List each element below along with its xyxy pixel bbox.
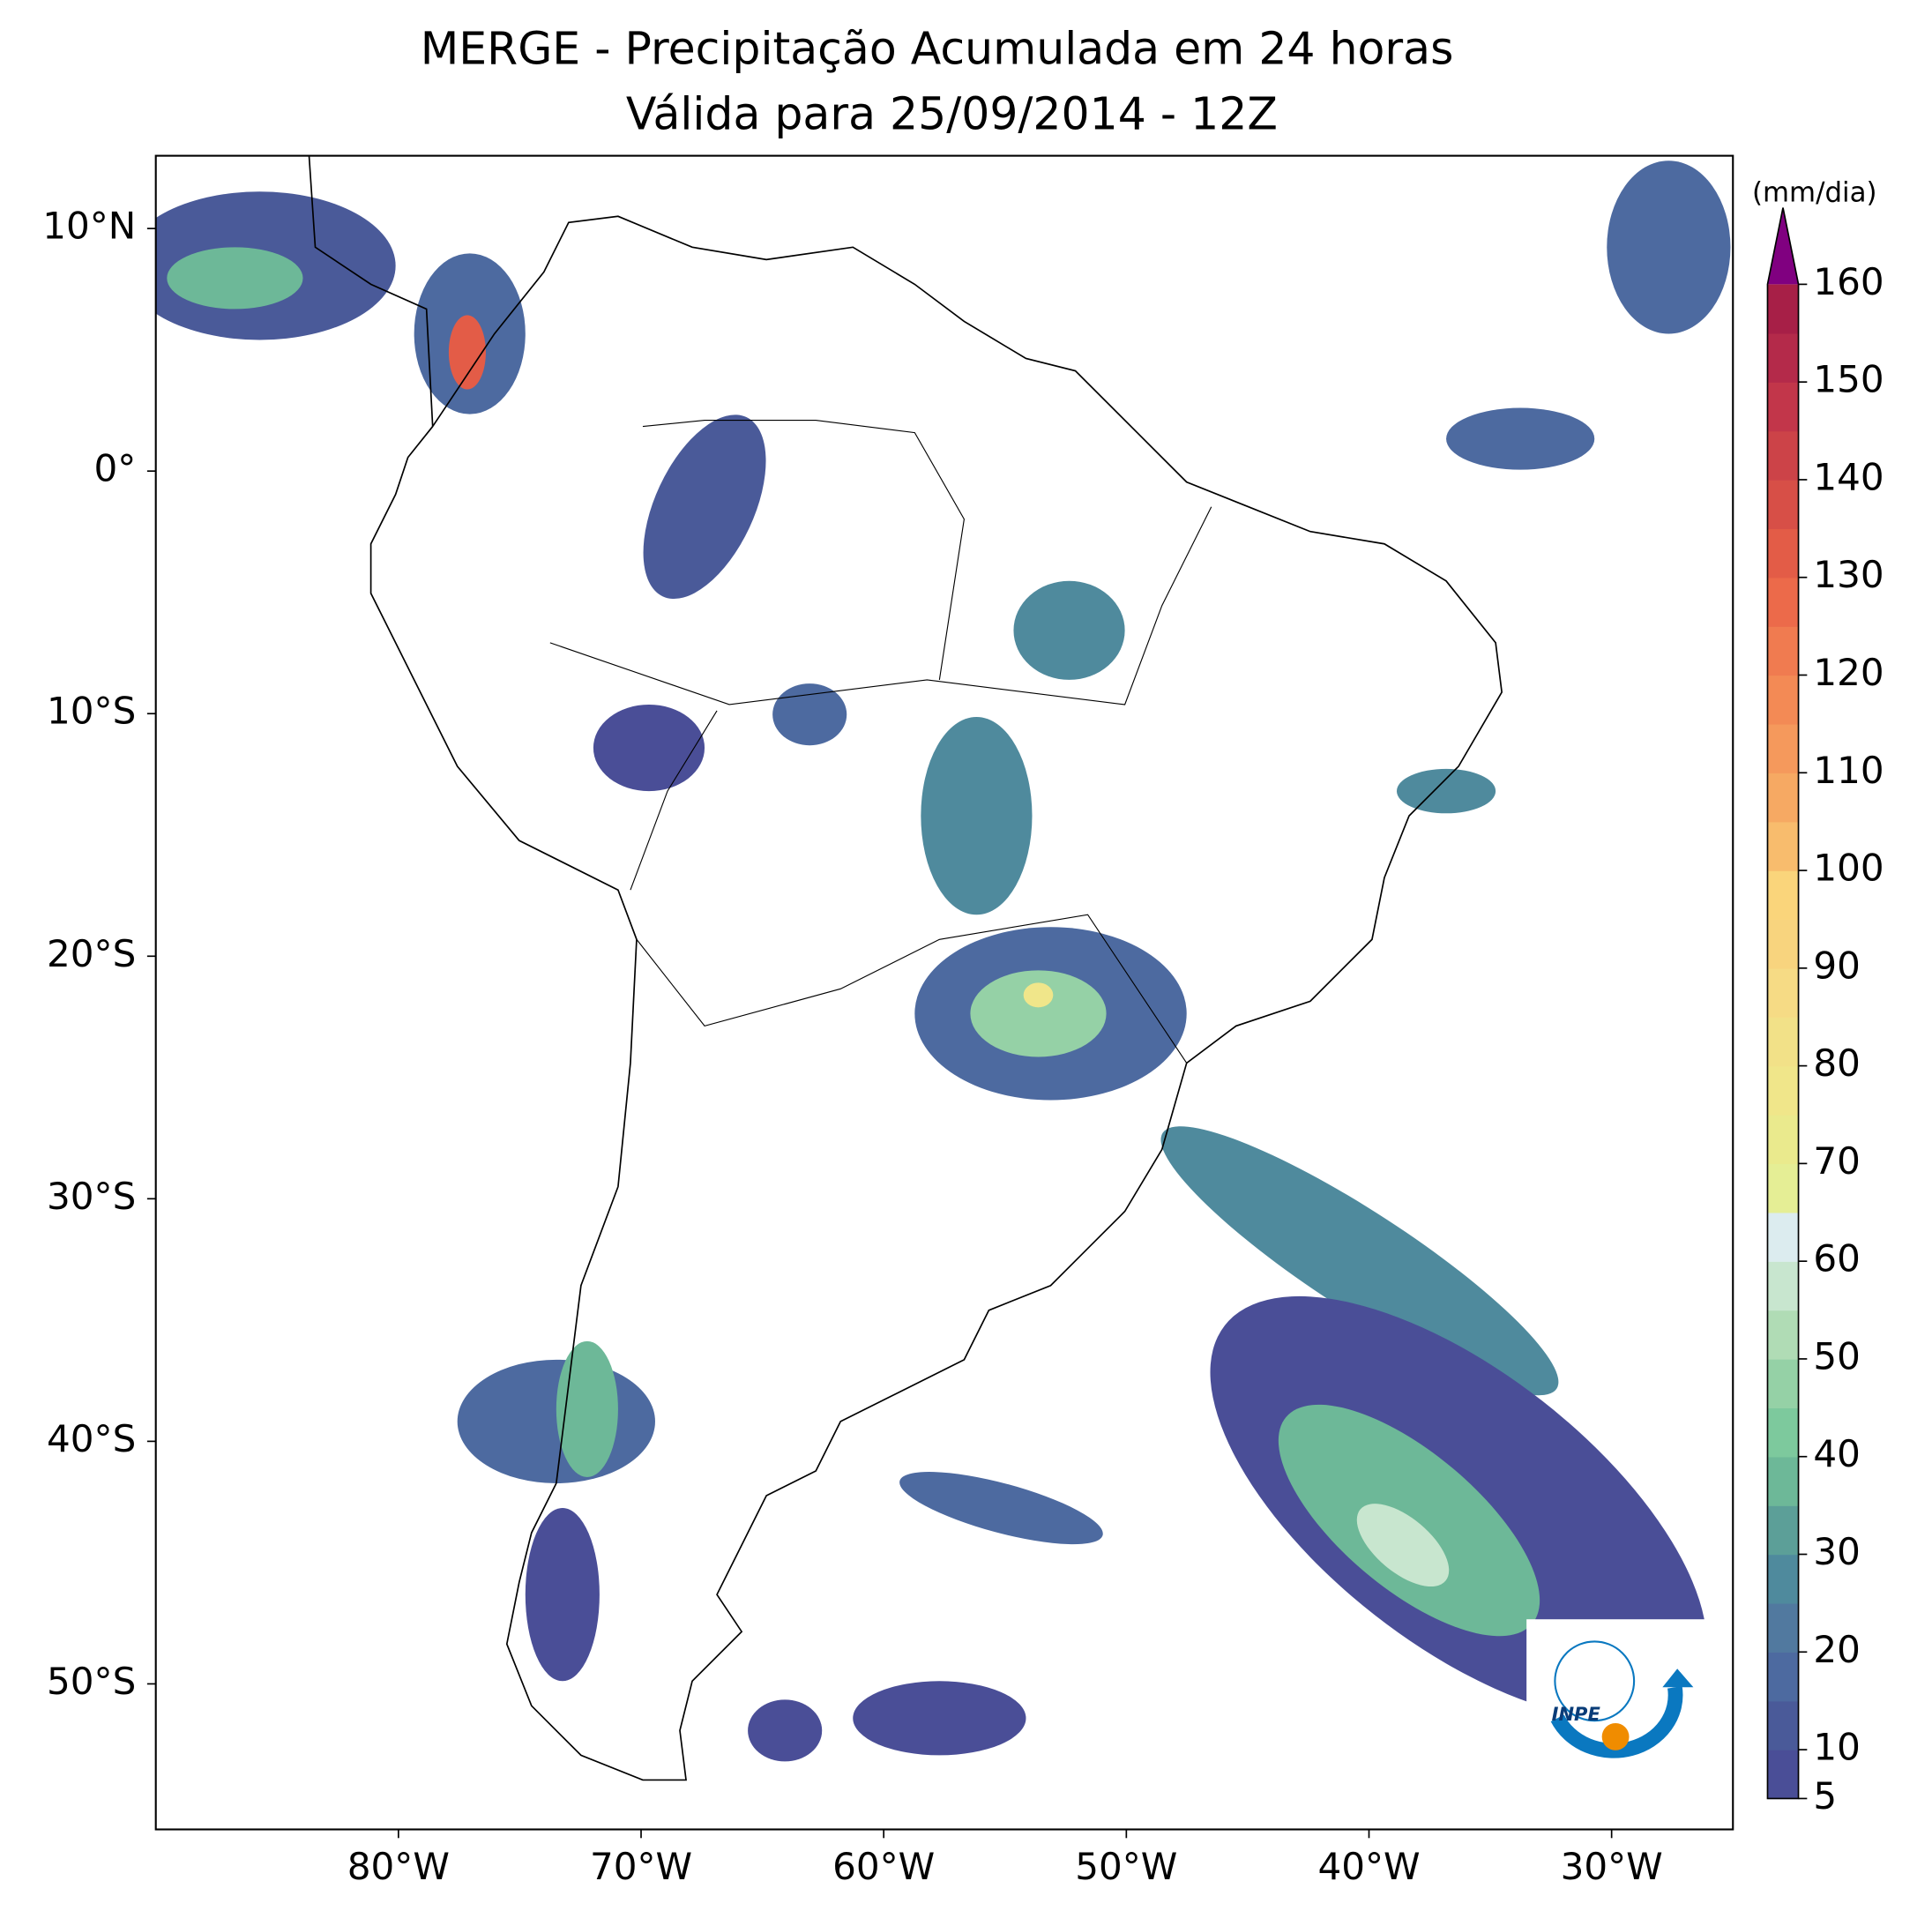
colorbar-band xyxy=(1767,1358,1799,1409)
y-tick-label: 30°S xyxy=(47,1175,136,1218)
logo-background xyxy=(1526,1619,1715,1783)
y-tick-label: 0° xyxy=(93,447,136,490)
colorbar-band xyxy=(1767,1700,1799,1751)
colorbar-tick-label: 60 xyxy=(1813,1237,1861,1280)
colorbar-band xyxy=(1767,430,1799,481)
colorbar-band xyxy=(1767,1163,1799,1213)
colorbar-outline xyxy=(1766,207,1800,1800)
colorbar-tick-label: 70 xyxy=(1813,1139,1861,1183)
colorbar-band xyxy=(1767,1115,1799,1165)
colorbar-band xyxy=(1767,1456,1799,1506)
colorbar-band xyxy=(1767,773,1799,823)
colorbar-band xyxy=(1767,821,1799,871)
colorbar-band xyxy=(1767,675,1799,725)
subtitle: Válida para 25/09/2014 - 12Z xyxy=(626,88,1278,140)
colorbar-band xyxy=(1767,1602,1799,1653)
colorbar-tick-label: 20 xyxy=(1813,1628,1861,1671)
colorbar-band xyxy=(1767,1261,1799,1311)
logo-arrow xyxy=(1662,1668,1694,1688)
borders xyxy=(549,506,1212,705)
colorbar-band xyxy=(1767,1505,1799,1556)
x-tick-label: 30°W xyxy=(1561,1845,1663,1888)
colorbar: 5 10 20 30 40 50 60 70 80 90 100 110 120 130 140 150 160 xyxy=(1766,207,1884,1818)
colorbar-band xyxy=(1767,919,1799,969)
title: MERGE - Precipitação Acumulada em 24 hor… xyxy=(421,22,1454,74)
colorbar-band xyxy=(1767,1554,1799,1604)
y-tick-label: 10°N xyxy=(42,205,136,248)
y-tick-label: 10°S xyxy=(47,690,136,733)
colorbar-band xyxy=(1767,1065,1799,1116)
colorbar-band xyxy=(1767,577,1799,627)
map-frame xyxy=(154,154,1734,1831)
borders xyxy=(636,914,1188,1064)
x-tick-label: 70°W xyxy=(590,1845,692,1888)
colorbar-tick-label: 10 xyxy=(1813,1726,1861,1769)
colorbar-band xyxy=(1767,1212,1799,1262)
colorbar-tick-label: 160 xyxy=(1813,260,1884,303)
colorbar-tick-label: 90 xyxy=(1813,944,1861,987)
colorbar-band xyxy=(1767,1017,1799,1067)
colorbar-label: (mm/dia) xyxy=(1752,177,1877,209)
y-tick-label: 50°S xyxy=(47,1660,136,1703)
x-tick-label: 40°W xyxy=(1317,1845,1420,1888)
colorbar-tick-label: 50 xyxy=(1813,1334,1861,1377)
borders xyxy=(642,420,965,681)
colorbar-tick-label: 100 xyxy=(1813,847,1884,890)
colorbar-band xyxy=(1767,1407,1799,1458)
logo: INPE xyxy=(1526,1619,1715,1783)
colorbar-band xyxy=(1767,967,1799,1018)
logo-text: INPE xyxy=(1552,1703,1601,1725)
colorbar-band xyxy=(1767,870,1799,921)
colorbar-extend xyxy=(1767,207,1799,285)
borders xyxy=(630,710,718,891)
colorbar-tick-label: 120 xyxy=(1813,651,1884,694)
logo-orbit xyxy=(1554,1640,1636,1722)
y-tick-label: 40°S xyxy=(47,1417,136,1460)
colorbar-band xyxy=(1767,332,1799,383)
x-tick-label: 50°W xyxy=(1075,1845,1177,1888)
colorbar-tick-label: 80 xyxy=(1813,1041,1861,1085)
colorbar-band xyxy=(1767,284,1799,334)
colorbar-band xyxy=(1767,382,1799,432)
colorbar-tick-label: 30 xyxy=(1813,1530,1861,1573)
x-tick-label: 80°W xyxy=(347,1845,450,1888)
colorbar-tick-label: 40 xyxy=(1813,1432,1861,1475)
colorbar-tick-label: 150 xyxy=(1813,358,1884,401)
colorbar-band xyxy=(1767,1310,1799,1360)
colorbar-tick-label: 140 xyxy=(1813,455,1884,498)
colorbar-band xyxy=(1767,626,1799,676)
logo-arc xyxy=(1550,1685,1683,1758)
x-tick-label: 60°W xyxy=(832,1845,935,1888)
coastline xyxy=(369,215,1503,1781)
colorbar-band xyxy=(1767,723,1799,773)
logo-sun xyxy=(1601,1722,1630,1751)
colorbar-band xyxy=(1767,528,1799,579)
map-area xyxy=(155,155,1734,1830)
colorbar-tick-label: 5 xyxy=(1813,1774,1837,1818)
y-tick-label: 20°S xyxy=(47,932,136,975)
colorbar-tick-label: 110 xyxy=(1813,749,1884,792)
colorbar-band xyxy=(1767,1750,1799,1800)
colorbar-tick-label: 130 xyxy=(1813,553,1884,596)
central-america xyxy=(308,155,434,427)
colorbar-band xyxy=(1767,479,1799,530)
colorbar-band xyxy=(1767,1652,1799,1702)
precip-fields xyxy=(155,160,1731,1762)
